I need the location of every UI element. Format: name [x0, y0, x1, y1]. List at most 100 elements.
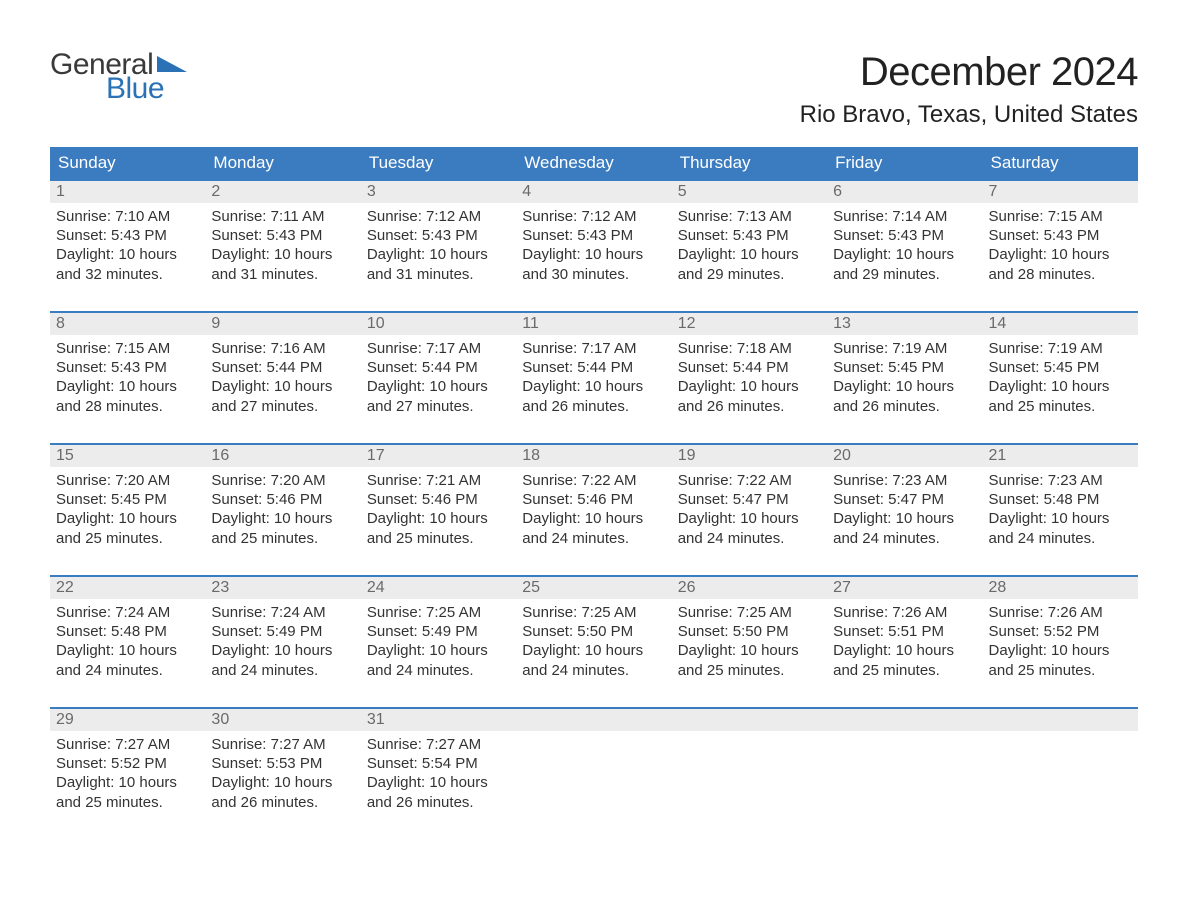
dow-sat: Saturday: [983, 147, 1138, 179]
day-number-row: 27: [827, 577, 982, 599]
day-body: Sunrise: 7:27 AMSunset: 5:52 PMDaylight:…: [50, 731, 205, 812]
daylight-line1: Daylight: 10 hours: [367, 509, 510, 528]
calendar-day: 3Sunrise: 7:12 AMSunset: 5:43 PMDaylight…: [361, 181, 516, 289]
day-body: Sunrise: 7:21 AMSunset: 5:46 PMDaylight:…: [361, 467, 516, 548]
calendar-day: 15Sunrise: 7:20 AMSunset: 5:45 PMDayligh…: [50, 445, 205, 553]
calendar-day: 8 Sunrise: 7:15 AMSunset: 5:43 PMDaylight…: [50, 313, 205, 421]
daylight-line2: and 25 minutes.: [678, 661, 821, 680]
daylight-line2: and 25 minutes.: [56, 793, 199, 812]
calendar-day: 12Sunrise: 7:18 AMSunset: 5:44 PMDayligh…: [672, 313, 827, 421]
sunrise-text: Sunrise: 7:19 AM: [833, 339, 976, 358]
calendar-day: 6 Sunrise: 7:14 AMSunset: 5:43 PMDaylight…: [827, 181, 982, 289]
sunrise-text: Sunrise: 7:16 AM: [211, 339, 354, 358]
daylight-line1: Daylight: 10 hours: [989, 245, 1132, 264]
day-number: 6: [833, 183, 842, 200]
daylight-line2: and 25 minutes.: [367, 529, 510, 548]
sunrise-text: Sunrise: 7:27 AM: [211, 735, 354, 754]
day-number: 18: [522, 447, 540, 464]
daylight-line2: and 29 minutes.: [833, 265, 976, 284]
day-number-row: 5: [672, 181, 827, 203]
sunset-text: Sunset: 5:50 PM: [522, 622, 665, 641]
daylight-line1: Daylight: 10 hours: [367, 377, 510, 396]
day-number-row: 13: [827, 313, 982, 335]
sunset-text: Sunset: 5:44 PM: [211, 358, 354, 377]
sunrise-text: Sunrise: 7:24 AM: [56, 603, 199, 622]
day-number: 16: [211, 447, 229, 464]
sunset-text: Sunset: 5:46 PM: [522, 490, 665, 509]
calendar-day: 19Sunrise: 7:22 AMSunset: 5:47 PMDayligh…: [672, 445, 827, 553]
day-body: Sunrise: 7:26 AMSunset: 5:52 PMDaylight:…: [983, 599, 1138, 680]
dow-sun: Sunday: [50, 147, 205, 179]
calendar-day: 21Sunrise: 7:23 AMSunset: 5:48 PMDayligh…: [983, 445, 1138, 553]
day-number: 2: [211, 183, 220, 200]
daylight-line2: and 28 minutes.: [56, 397, 199, 416]
daylight-line2: and 32 minutes.: [56, 265, 199, 284]
daylight-line1: Daylight: 10 hours: [56, 509, 199, 528]
day-number: 17: [367, 447, 385, 464]
day-body: Sunrise: 7:25 AMSunset: 5:50 PMDaylight:…: [516, 599, 671, 680]
day-number-row: 20: [827, 445, 982, 467]
day-body: Sunrise: 7:24 AMSunset: 5:48 PMDaylight:…: [50, 599, 205, 680]
day-number-row: 3: [361, 181, 516, 203]
sunset-text: Sunset: 5:52 PM: [56, 754, 199, 773]
day-number-row: 9: [205, 313, 360, 335]
day-number: 23: [211, 579, 229, 596]
calendar-day: 7Sunrise: 7:15 AMSunset: 5:43 PMDaylight…: [983, 181, 1138, 289]
daylight-line1: Daylight: 10 hours: [989, 641, 1132, 660]
daylight-line2: and 27 minutes.: [367, 397, 510, 416]
daylight-line2: and 24 minutes.: [989, 529, 1132, 548]
day-number: 27: [833, 579, 851, 596]
day-body: Sunrise: 7:17 AMSunset: 5:44 PMDaylight:…: [361, 335, 516, 416]
day-body: Sunrise: 7:19 AMSunset: 5:45 PMDaylight:…: [827, 335, 982, 416]
sunrise-text: Sunrise: 7:22 AM: [678, 471, 821, 490]
daylight-line1: Daylight: 10 hours: [833, 641, 976, 660]
day-number-row: 16: [205, 445, 360, 467]
day-number: 30: [211, 711, 229, 728]
calendar-day: 13 Sunrise: 7:19 AMSunset: 5:45 PMDayligh…: [827, 313, 982, 421]
day-body: Sunrise: 7:15 AMSunset: 5:43 PMDaylight:…: [50, 335, 205, 416]
daylight-line1: Daylight: 10 hours: [522, 245, 665, 264]
sunrise-text: Sunrise: 7:24 AM: [211, 603, 354, 622]
day-number: 8: [56, 315, 65, 332]
daylight-line2: and 25 minutes.: [211, 529, 354, 548]
day-number-row: 11: [516, 313, 671, 335]
daylight-line2: and 31 minutes.: [367, 265, 510, 284]
sunset-text: Sunset: 5:43 PM: [522, 226, 665, 245]
day-body: Sunrise: 7:22 AMSunset: 5:46 PMDaylight:…: [516, 467, 671, 548]
day-number-row: 4: [516, 181, 671, 203]
day-number-row: 23: [205, 577, 360, 599]
brand-word2: Blue: [106, 74, 187, 104]
sunrise-text: Sunrise: 7:26 AM: [989, 603, 1132, 622]
day-number-row: [983, 709, 1138, 731]
calendar-day: [983, 709, 1138, 817]
day-number: 1: [56, 183, 65, 200]
day-body: Sunrise: 7:11 AMSunset: 5:43 PMDaylight:…: [205, 203, 360, 284]
sunrise-text: Sunrise: 7:20 AM: [56, 471, 199, 490]
day-body: Sunrise: 7:27 AMSunset: 5:54 PMDaylight:…: [361, 731, 516, 812]
calendar-week: 15Sunrise: 7:20 AMSunset: 5:45 PMDayligh…: [50, 443, 1138, 553]
day-number: 4: [522, 183, 531, 200]
daylight-line2: and 24 minutes.: [522, 529, 665, 548]
daylight-line2: and 24 minutes.: [211, 661, 354, 680]
sunrise-text: Sunrise: 7:15 AM: [56, 339, 199, 358]
location-subtitle: Rio Bravo, Texas, United States: [800, 101, 1138, 129]
day-number: 13: [833, 315, 851, 332]
day-body: Sunrise: 7:15 AMSunset: 5:43 PMDaylight:…: [983, 203, 1138, 284]
day-number: 19: [678, 447, 696, 464]
day-body: Sunrise: 7:25 AMSunset: 5:49 PMDaylight:…: [361, 599, 516, 680]
daylight-line2: and 25 minutes.: [56, 529, 199, 548]
dow-mon: Monday: [205, 147, 360, 179]
day-body: Sunrise: 7:14 AMSunset: 5:43 PMDaylight:…: [827, 203, 982, 284]
dow-wed: Wednesday: [516, 147, 671, 179]
daylight-line1: Daylight: 10 hours: [678, 509, 821, 528]
sunrise-text: Sunrise: 7:11 AM: [211, 207, 354, 226]
daylight-line2: and 26 minutes.: [367, 793, 510, 812]
calendar-day: 16Sunrise: 7:20 AMSunset: 5:46 PMDayligh…: [205, 445, 360, 553]
sunset-text: Sunset: 5:48 PM: [56, 622, 199, 641]
sunset-text: Sunset: 5:44 PM: [367, 358, 510, 377]
daylight-line2: and 25 minutes.: [833, 661, 976, 680]
day-number-row: 1: [50, 181, 205, 203]
daylight-line2: and 25 minutes.: [989, 661, 1132, 680]
day-number-row: 7: [983, 181, 1138, 203]
day-number-row: 30: [205, 709, 360, 731]
